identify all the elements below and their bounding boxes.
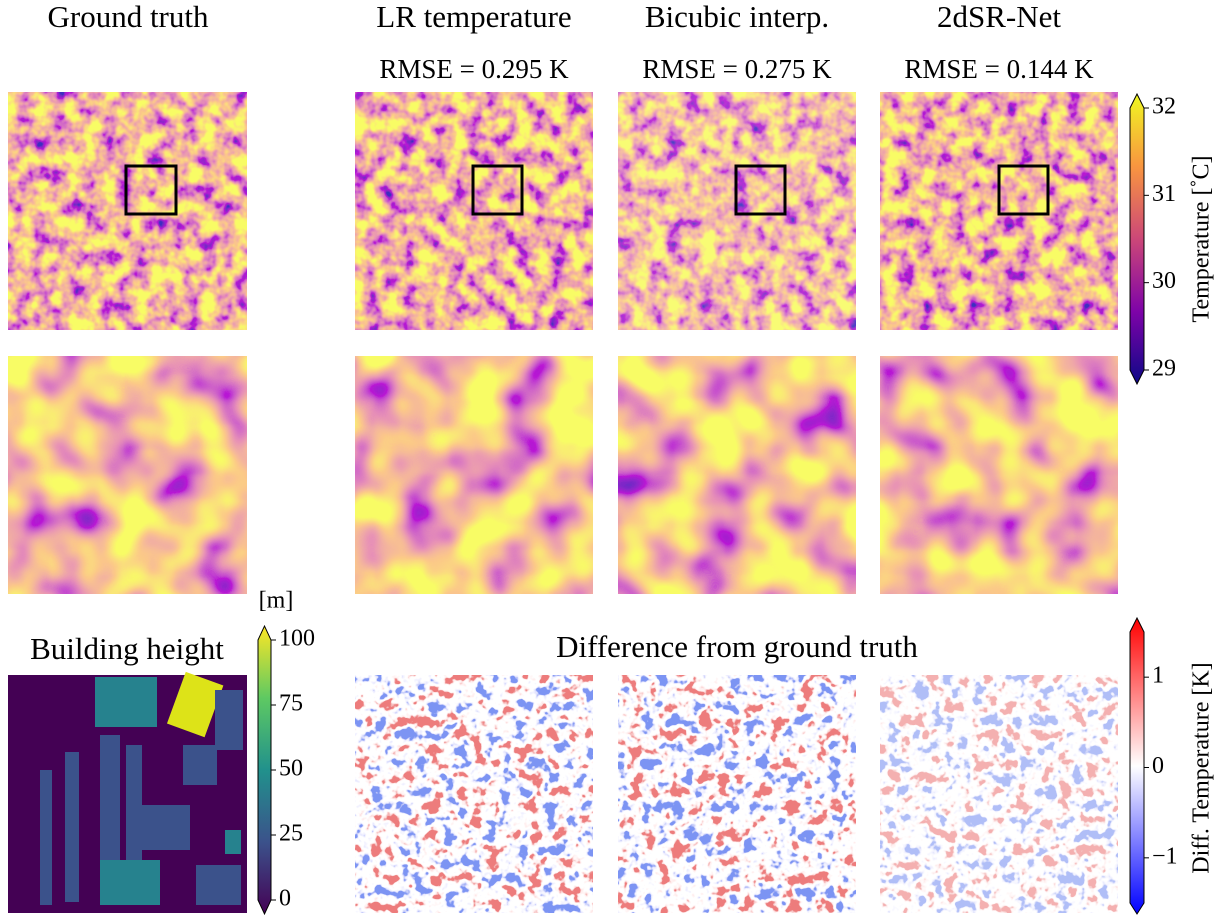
colorbar-tick-label: 100 bbox=[279, 626, 315, 652]
zoom-map bbox=[8, 356, 247, 594]
zoom-box bbox=[124, 164, 178, 216]
colorbar-tick-label: 75 bbox=[279, 691, 303, 717]
colorbar-tick-label: 25 bbox=[279, 821, 303, 847]
colorbar-unit: [m] bbox=[259, 588, 294, 614]
zoom-map bbox=[355, 356, 593, 594]
colorbar bbox=[257, 624, 272, 916]
zoom-box bbox=[734, 164, 787, 216]
colorbar-tick-label: 32 bbox=[1152, 94, 1176, 120]
column-title: Ground truth bbox=[47, 0, 209, 34]
colorbar-tick-label: 29 bbox=[1152, 356, 1176, 382]
colorbar-label: Temperature [˚C] bbox=[1189, 156, 1215, 323]
colorbar bbox=[1129, 616, 1145, 915]
panel-title: Difference from ground truth bbox=[556, 629, 918, 664]
zoom-map bbox=[880, 356, 1118, 594]
colorbar-tick-label: 0 bbox=[1152, 753, 1164, 779]
panel-title: Building height bbox=[30, 631, 224, 666]
colorbar-label: Diff. Temperature [K] bbox=[1189, 662, 1215, 873]
difference-map bbox=[355, 675, 593, 913]
rmse-label: RMSE = 0.275 K bbox=[642, 54, 832, 84]
colorbar-tick-label: 50 bbox=[279, 756, 303, 782]
colorbar bbox=[1129, 92, 1145, 386]
zoom-box bbox=[997, 164, 1050, 216]
column-title: 2dSR-Net bbox=[937, 0, 1061, 34]
colorbar-tick-label: −1 bbox=[1152, 843, 1178, 869]
column-title: Bicubic interp. bbox=[645, 0, 829, 34]
difference-map bbox=[880, 675, 1118, 913]
difference-map bbox=[618, 675, 856, 913]
zoom-box bbox=[471, 164, 524, 216]
colorbar-tick-label: 30 bbox=[1152, 268, 1176, 294]
rmse-label: RMSE = 0.295 K bbox=[379, 54, 569, 84]
colorbar-tick-label: 31 bbox=[1152, 181, 1176, 207]
column-title: LR temperature bbox=[376, 0, 571, 34]
zoom-map bbox=[618, 356, 856, 594]
rmse-label: RMSE = 0.144 K bbox=[904, 54, 1094, 84]
building-map bbox=[8, 671, 247, 913]
colorbar-tick-label: 0 bbox=[279, 886, 291, 912]
colorbar-tick-label: 1 bbox=[1152, 663, 1164, 689]
